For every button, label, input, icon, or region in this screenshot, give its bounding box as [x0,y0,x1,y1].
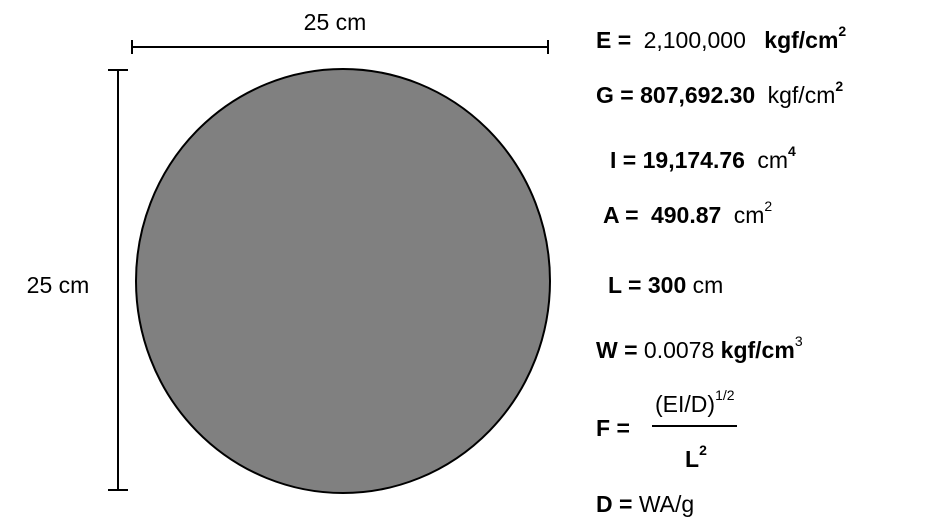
height-dimension: 25 cm [27,69,128,491]
text-part: 2,100,000 [644,27,746,53]
property: A = 490.87 cm2 [603,198,772,228]
text-part: (EI/D) [655,391,715,417]
text-part: W = [596,337,638,363]
text-part: kgf/cm [768,82,836,108]
properties: E = 2,100,000 kgf/cm2 G = 807,692.30 kgf… [596,23,846,363]
frequency-formula: F = (EI/D)1/2 L2 [596,387,737,472]
text-part: A = [603,202,639,228]
width-dimension: 25 cm [131,9,549,54]
text-part: 0.0078 [644,337,714,363]
text-part: cm [734,202,765,228]
text-part: 2 [835,78,843,94]
text-part: 19,174.76 [643,147,745,173]
property: L = 300 cm [608,272,723,298]
text-part: 2 [699,442,707,458]
text-part: L [685,446,699,472]
circular-section [135,68,551,494]
text-part: kgf/cm [764,27,838,53]
text-part: 3 [795,333,803,349]
text-part: 4 [788,143,796,159]
text-part: 2 [838,23,846,39]
numerator: (EI/D)1/2 [655,387,735,417]
text-part: 490.87 [651,202,721,228]
property: E = 2,100,000 kgf/cm2 [596,23,846,53]
text-part: kgf/cm [721,337,795,363]
formula: D = WA/g [596,491,694,517]
formula-label: F = [596,415,630,441]
property: W = 0.0078 kgf/cm3 [596,333,803,363]
text-part: cm [693,272,724,298]
property: I = 19,174.76 cm4 [610,143,796,173]
denominator: L2 [685,442,707,472]
text-part: 1/2 [715,387,735,403]
text-part: 807,692.30 [640,82,755,108]
text-part: G = [596,82,634,108]
property: G = 807,692.30 kgf/cm2 [596,78,843,108]
text-part: WA/g [639,491,694,517]
density-formula: D = WA/g [596,491,694,517]
text-part: 2 [764,198,772,214]
height-label: 25 cm [27,272,90,298]
text-part: 300 [648,272,686,298]
text-part: D = [596,491,632,517]
text-part: cm [757,147,788,173]
text-part: E = [596,27,631,53]
width-label: 25 cm [304,9,367,35]
text-part: I = [610,147,636,173]
text-part: L = [608,272,641,298]
